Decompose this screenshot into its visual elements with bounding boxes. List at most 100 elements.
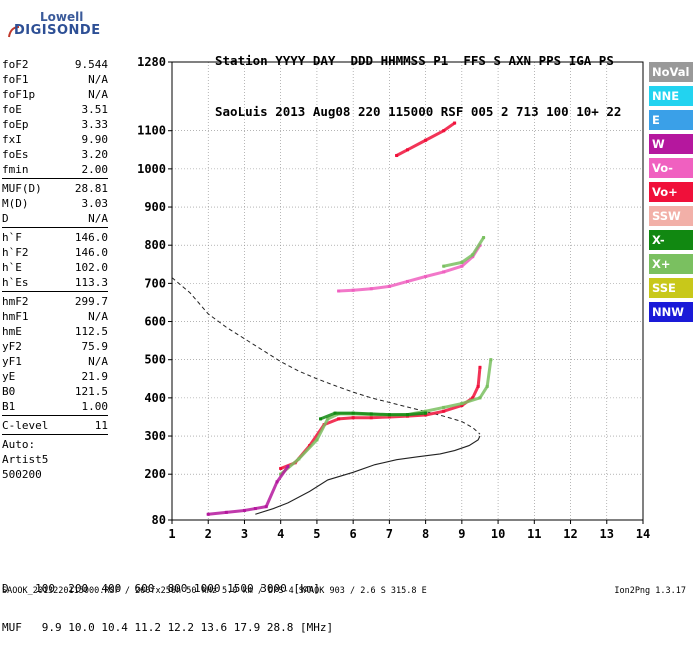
data-point (387, 284, 391, 288)
data-point (337, 289, 341, 293)
param-key: B1 (2, 400, 16, 413)
data-point (460, 264, 464, 268)
param-value: 9.544 (74, 58, 108, 71)
data-point (485, 384, 489, 388)
param-separator (2, 178, 108, 179)
param-key: foE (2, 103, 22, 116)
y-tick-label: 400 (144, 391, 166, 405)
distance-row: D 100 200 400 600 800 1000 1500 3000 [km… (2, 582, 320, 595)
param-row: yE 21.9 (2, 369, 108, 384)
y-tick-label: 200 (144, 467, 166, 481)
param-value: N/A (88, 73, 108, 86)
muf-table: D 100 200 400 600 800 1000 1500 3000 [km… (2, 556, 333, 647)
x-tick-label: 5 (313, 527, 320, 541)
data-point (442, 409, 446, 413)
data-point (264, 505, 268, 509)
data-point (406, 413, 409, 417)
param-row: fmin 2.00 (2, 162, 108, 177)
param-row: foEs 3.20 (2, 147, 108, 162)
param-row: MUF(D) 28.81 (2, 181, 108, 196)
data-point (351, 411, 355, 415)
legend-item: E (649, 110, 693, 130)
param-key: h`F2 (2, 246, 29, 259)
legend-item: X+ (649, 254, 693, 274)
param-key: h`F (2, 231, 22, 244)
electron-density-profile-dashed (171, 277, 481, 435)
param-key: foEp (2, 118, 29, 131)
param-row: foE 3.51 (2, 102, 108, 117)
data-point (478, 365, 482, 369)
param-separator (2, 415, 108, 416)
param-key: C-level (2, 419, 49, 432)
logo-mark-icon (8, 26, 20, 38)
param-value: N/A (88, 212, 108, 225)
param-row: hmF2 299.7 (2, 294, 108, 309)
param-value: 75.9 (81, 340, 109, 353)
param-value: 3.51 (81, 103, 109, 116)
legend-item: W (649, 134, 693, 154)
x-tick-label: 11 (527, 527, 541, 541)
y-tick-label: 500 (144, 353, 166, 367)
data-point (424, 409, 428, 413)
param-key: h`E (2, 261, 22, 274)
param-row: foF2 9.544 (2, 57, 108, 72)
y-tick-label: 300 (144, 429, 166, 443)
data-point (242, 508, 246, 512)
station-header: Station YYYY DAY DDD HHMMSS P1 FFS S AXN… (215, 18, 621, 137)
data-point (476, 384, 480, 388)
param-key: B0 (2, 385, 16, 398)
param-row: h`Es 113.3 (2, 275, 108, 290)
param-row: fxI 9.90 (2, 132, 108, 147)
polarization-legend: NoVal NNE E W Vo- Vo+ SSW X- X+ SSE NNW (649, 62, 693, 326)
data-point (253, 507, 257, 511)
data-point (442, 129, 446, 133)
legend-item: NoVal (649, 62, 693, 82)
data-point (460, 404, 464, 407)
param-value: 112.5 (74, 325, 108, 338)
param-value: N/A (88, 355, 108, 368)
data-point (395, 154, 399, 158)
y-tick-label: 1100 (137, 124, 166, 138)
param-key: h`Es (2, 276, 29, 289)
legend-item: SSW (649, 206, 693, 226)
lowell-digisonde-logo: Lowell DIGISONDE (4, 6, 124, 46)
param-value: 3.20 (81, 148, 109, 161)
ionogram-chart: 1 2 3 4 5 6 7 8 9 10 11 12 13 14802003004005006007008… (137, 55, 650, 541)
true-height-profile (255, 435, 481, 515)
data-point (369, 412, 373, 416)
series-trace (337, 243, 482, 293)
param-key: yF2 (2, 340, 22, 353)
data-point (387, 413, 391, 417)
param-value: 3.03 (81, 197, 109, 210)
x-tick-label: 4 (277, 527, 284, 541)
x-tick-label: 12 (563, 527, 577, 541)
param-key: MUF(D) (2, 182, 42, 195)
param-row: B1 1.00 (2, 399, 108, 414)
autoscaling-line: 500200 (2, 468, 42, 481)
param-key: M(D) (2, 197, 29, 210)
data-point (286, 465, 290, 469)
data-point (369, 416, 373, 420)
data-point (442, 405, 446, 409)
data-point (453, 121, 457, 125)
param-value: 146.0 (74, 231, 108, 244)
x-tick-label: 1 (168, 527, 175, 541)
data-point (369, 287, 373, 291)
data-point (387, 415, 391, 419)
param-value: 21.9 (81, 370, 109, 383)
param-value: 1.00 (81, 400, 109, 413)
param-value: 28.81 (74, 182, 108, 195)
param-value: 299.7 (74, 295, 108, 308)
muf-row: MUF 9.9 10.0 10.4 11.2 12.2 13.6 17.9 28… (2, 621, 334, 634)
parameter-panel: foF2 9.544 foF1 N/A foF1p N/A foE 3.51 foEp 3.33 f… (2, 57, 108, 482)
param-row: foF1 N/A (2, 72, 108, 87)
param-value: 11 (94, 419, 108, 432)
y-tick-label: 1280 (137, 55, 166, 69)
data-point (224, 510, 228, 514)
x-tick-label: 9 (458, 527, 465, 541)
data-point (351, 416, 355, 420)
param-value: 113.3 (74, 276, 108, 289)
param-row: h`F 146.0 (2, 230, 108, 245)
param-key: foF2 (2, 58, 29, 71)
data-point (471, 253, 475, 257)
